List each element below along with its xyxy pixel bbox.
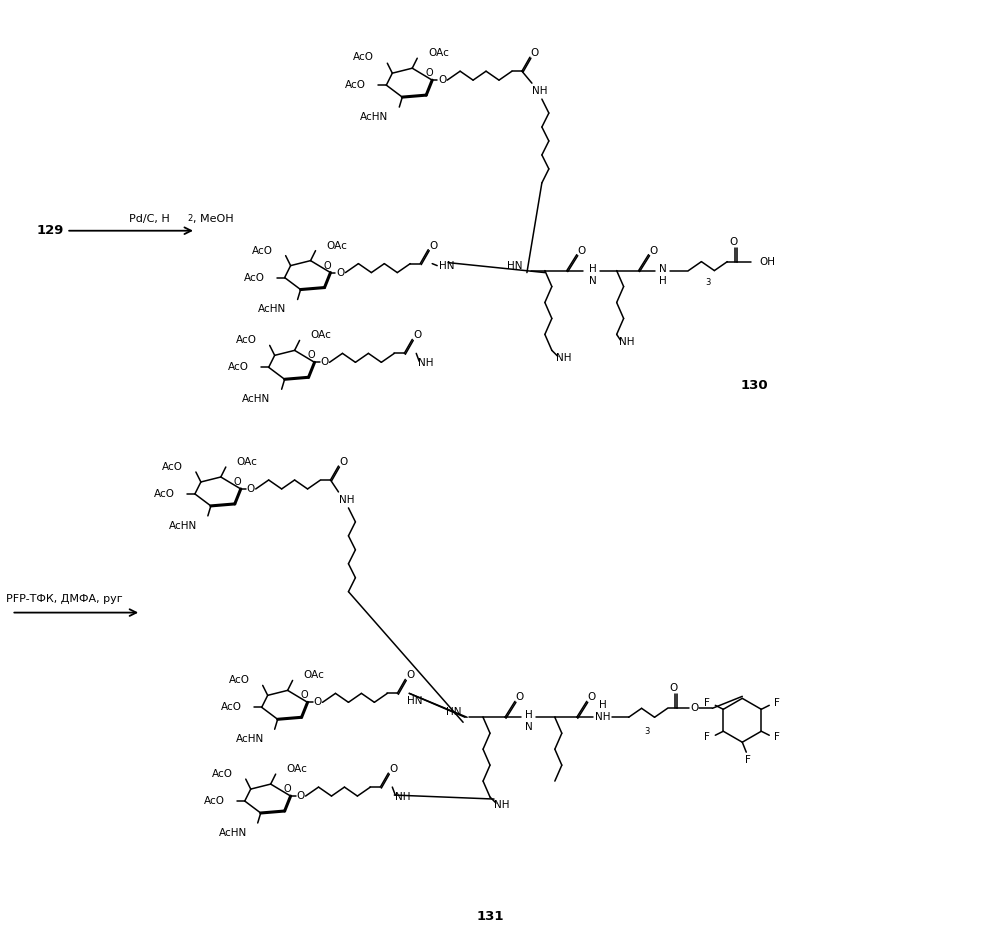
Text: O: O <box>247 484 255 494</box>
Text: NH: NH <box>556 353 571 363</box>
Text: 131: 131 <box>477 910 503 923</box>
Text: HN: HN <box>408 697 423 706</box>
Text: O: O <box>690 703 698 714</box>
Text: F: F <box>774 698 780 708</box>
Text: O: O <box>340 457 348 467</box>
Text: O: O <box>314 698 322 707</box>
Text: H: H <box>598 700 606 710</box>
Text: NH: NH <box>419 359 434 368</box>
Text: O: O <box>515 693 524 702</box>
Text: OAc: OAc <box>287 764 308 774</box>
Text: H: H <box>658 275 666 286</box>
Text: O: O <box>324 261 332 270</box>
Text: NH: NH <box>395 792 410 802</box>
Text: NH: NH <box>618 338 634 347</box>
Text: 3: 3 <box>644 727 649 735</box>
Text: HN: HN <box>507 261 522 270</box>
Text: H: H <box>525 710 532 720</box>
Text: O: O <box>284 784 292 794</box>
Text: OAc: OAc <box>429 48 450 58</box>
Text: O: O <box>587 693 595 702</box>
Text: AcO: AcO <box>236 335 257 345</box>
Text: OAc: OAc <box>311 330 332 341</box>
Text: NH: NH <box>532 86 547 96</box>
Text: AcO: AcO <box>154 489 175 499</box>
Text: AcO: AcO <box>354 52 375 63</box>
Text: AcO: AcO <box>162 462 183 472</box>
Text: AcO: AcO <box>346 80 367 90</box>
Text: AcHN: AcHN <box>219 828 247 838</box>
Text: OAc: OAc <box>304 670 325 680</box>
Text: AcO: AcO <box>252 246 273 255</box>
Text: F: F <box>704 698 710 708</box>
Text: O: O <box>438 75 447 85</box>
Text: 3: 3 <box>705 278 711 287</box>
Text: O: O <box>234 477 242 487</box>
Text: AcO: AcO <box>212 769 233 779</box>
Text: O: O <box>297 791 305 801</box>
Text: F: F <box>704 733 710 742</box>
Text: AcO: AcO <box>204 796 225 806</box>
Text: NH: NH <box>339 495 355 505</box>
Text: O: O <box>577 246 585 255</box>
Text: O: O <box>729 236 737 247</box>
Text: N: N <box>525 722 532 733</box>
Text: F: F <box>745 755 751 765</box>
Text: Pd/C, H: Pd/C, H <box>129 214 170 224</box>
Text: AcHN: AcHN <box>243 394 271 404</box>
Text: HN: HN <box>440 261 455 270</box>
Text: H: H <box>588 264 596 273</box>
Text: O: O <box>669 683 677 694</box>
Text: O: O <box>530 48 539 58</box>
Text: O: O <box>426 68 433 78</box>
Text: AcHN: AcHN <box>259 305 287 314</box>
Text: , MeOH: , MeOH <box>193 214 234 224</box>
Text: O: O <box>301 690 309 700</box>
Text: HN: HN <box>446 707 462 717</box>
Text: OH: OH <box>759 256 775 267</box>
Text: F: F <box>774 733 780 742</box>
Text: PFP-ТФК, ДМФА, руг: PFP-ТФК, ДМФА, руг <box>6 594 123 604</box>
Text: O: O <box>649 246 657 255</box>
Text: O: O <box>308 350 316 361</box>
Text: N: N <box>588 275 596 286</box>
Text: OAc: OAc <box>327 241 348 251</box>
Text: AcO: AcO <box>221 702 242 713</box>
Text: N: N <box>658 264 666 273</box>
Text: AcO: AcO <box>229 676 250 685</box>
Text: AcHN: AcHN <box>236 735 264 744</box>
Text: AcHN: AcHN <box>360 112 389 122</box>
Text: O: O <box>414 330 422 341</box>
Text: OAc: OAc <box>237 457 258 467</box>
Text: 130: 130 <box>740 379 768 392</box>
Text: 2: 2 <box>187 214 192 223</box>
Text: O: O <box>390 764 398 774</box>
Text: AcO: AcO <box>244 272 265 283</box>
Text: 129: 129 <box>36 224 64 237</box>
Text: NH: NH <box>595 713 610 722</box>
Text: O: O <box>321 358 329 367</box>
Text: NH: NH <box>495 800 509 810</box>
Text: AcO: AcO <box>228 363 249 372</box>
Text: AcHN: AcHN <box>169 521 197 530</box>
Text: O: O <box>407 670 415 680</box>
Text: O: O <box>337 268 345 278</box>
Text: O: O <box>429 241 438 251</box>
